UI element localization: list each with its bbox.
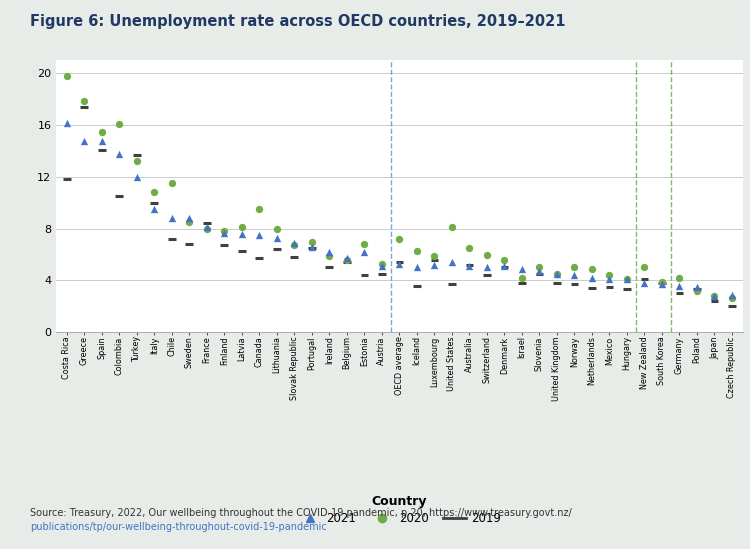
Point — [323, 251, 335, 260]
Point — [78, 136, 90, 145]
Point — [393, 234, 405, 243]
Point — [674, 273, 686, 282]
Point — [586, 273, 598, 282]
Point — [533, 267, 545, 276]
Legend: 2021, 2020, 2019: 2021, 2020, 2019 — [293, 508, 506, 530]
Point — [340, 255, 352, 264]
Point — [254, 231, 266, 239]
X-axis label: Country: Country — [372, 495, 427, 508]
Point — [428, 260, 440, 269]
Point — [130, 157, 142, 166]
Point — [376, 262, 388, 271]
Point — [446, 258, 458, 267]
Point — [183, 214, 195, 223]
Point — [621, 274, 633, 283]
Point — [236, 223, 248, 232]
Point — [464, 262, 476, 271]
Point — [464, 244, 476, 253]
Point — [481, 263, 493, 272]
Point — [236, 229, 248, 238]
Point — [691, 287, 703, 295]
Point — [306, 242, 318, 251]
Point — [166, 214, 178, 223]
Point — [726, 290, 738, 299]
Point — [61, 118, 73, 127]
Point — [638, 278, 650, 287]
Point — [551, 270, 563, 278]
Text: Source: Treasury, 2022, Our wellbeing throughout the COVID-19 pandemic, p 20, ht: Source: Treasury, 2022, Our wellbeing th… — [30, 508, 572, 518]
Point — [113, 149, 125, 158]
Point — [96, 136, 108, 145]
Point — [656, 280, 668, 289]
Point — [568, 271, 580, 279]
Point — [201, 224, 213, 233]
Point — [709, 292, 721, 300]
Point — [499, 255, 511, 264]
Point — [271, 233, 283, 242]
Point — [604, 271, 616, 279]
Point — [674, 281, 686, 290]
Point — [148, 205, 160, 214]
Point — [411, 263, 423, 272]
Point — [201, 223, 213, 232]
Point — [428, 251, 440, 260]
Point — [446, 223, 458, 232]
Point — [411, 246, 423, 255]
Point — [568, 263, 580, 272]
Point — [183, 218, 195, 227]
Point — [586, 265, 598, 273]
Point — [148, 188, 160, 197]
Point — [166, 179, 178, 188]
Point — [61, 71, 73, 80]
Point — [358, 248, 370, 256]
Point — [656, 277, 668, 286]
Point — [621, 274, 633, 283]
Point — [358, 240, 370, 249]
Point — [638, 263, 650, 272]
Point — [306, 237, 318, 246]
Point — [113, 119, 125, 128]
Point — [323, 248, 335, 256]
Point — [709, 292, 721, 300]
Point — [218, 227, 230, 236]
Point — [271, 224, 283, 233]
Point — [393, 259, 405, 268]
Point — [604, 274, 616, 283]
Point — [691, 282, 703, 291]
Point — [516, 273, 528, 282]
Point — [726, 294, 738, 303]
Point — [130, 172, 142, 181]
Point — [254, 205, 266, 214]
Point — [551, 270, 563, 278]
Point — [376, 259, 388, 268]
Text: publications/tp/our-wellbeing-throughout-covid-19-pandemic: publications/tp/our-wellbeing-throughout… — [30, 522, 327, 531]
Point — [78, 96, 90, 105]
Point — [288, 238, 300, 247]
Text: Figure 6: Unemployment rate across OECD countries, 2019–2021: Figure 6: Unemployment rate across OECD … — [30, 14, 566, 29]
Point — [96, 127, 108, 136]
Point — [481, 250, 493, 259]
Point — [218, 228, 230, 237]
Point — [288, 241, 300, 250]
Point — [516, 265, 528, 273]
Point — [533, 263, 545, 272]
Point — [340, 254, 352, 263]
Point — [499, 262, 511, 271]
